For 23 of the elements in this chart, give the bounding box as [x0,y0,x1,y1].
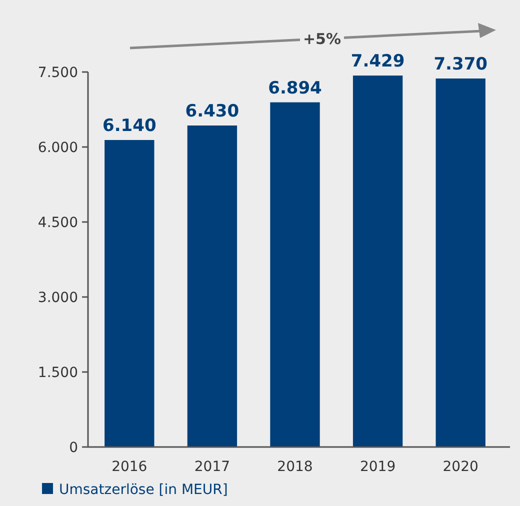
y-tick-label: 0 [69,440,78,456]
text: 6.140 [102,116,156,136]
x-tick-label: 2019 [360,459,396,475]
y-tick-label: 1.500 [38,364,78,381]
x-tick-label: 2016 [112,459,148,475]
bar [352,76,403,447]
x-tick-label: 2017 [194,459,230,475]
y-tick-label: 7.500 [38,64,78,81]
x-tick-label: 2020 [442,459,478,475]
bar [104,140,154,447]
y-tick-label: 6.000 [38,140,78,156]
text: 7.370 [434,54,488,74]
y-tick-label: 3.000 [38,290,78,306]
x-tick-label: 2018 [277,459,313,475]
text: 6.430 [185,102,240,122]
text: +5% [302,30,342,48]
bar [187,126,238,447]
bar [436,78,486,447]
bar [270,102,320,447]
text: 6.894 [268,78,322,98]
y-tick-label: 4.500 [38,214,78,231]
legend-label: Umsatzerlöse [in MEUR] [59,482,228,498]
text: 7.429 [350,52,405,72]
